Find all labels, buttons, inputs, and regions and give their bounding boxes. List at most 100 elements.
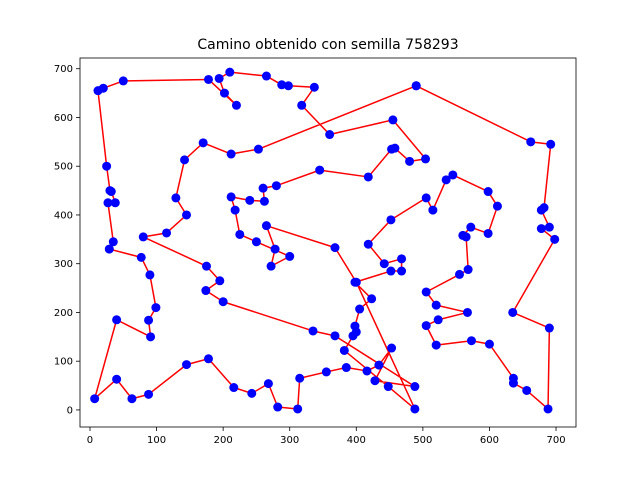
data-point bbox=[146, 332, 156, 342]
y-tick-label: 200 bbox=[54, 308, 73, 319]
data-point bbox=[550, 234, 560, 244]
data-point bbox=[330, 243, 340, 253]
data-point bbox=[118, 76, 128, 86]
data-point bbox=[214, 73, 224, 83]
data-point bbox=[339, 345, 349, 355]
data-point bbox=[151, 303, 161, 313]
data-point bbox=[405, 156, 415, 166]
data-point bbox=[202, 261, 211, 271]
data-point bbox=[355, 304, 365, 314]
data-point bbox=[218, 297, 228, 307]
x-tick-label: 400 bbox=[347, 435, 366, 446]
data-point bbox=[112, 315, 122, 325]
x-tick-label: 300 bbox=[280, 435, 299, 446]
data-point bbox=[458, 230, 468, 240]
data-point bbox=[283, 81, 293, 91]
data-point bbox=[110, 198, 120, 208]
data-point bbox=[144, 389, 154, 399]
data-point bbox=[203, 74, 213, 84]
data-point bbox=[433, 315, 443, 325]
data-point bbox=[295, 373, 305, 383]
data-point bbox=[226, 149, 236, 159]
data-point bbox=[441, 175, 451, 185]
data-point bbox=[230, 205, 240, 215]
data-point bbox=[431, 340, 441, 350]
data-point bbox=[379, 259, 389, 269]
data-point bbox=[321, 367, 331, 377]
data-point bbox=[421, 287, 431, 297]
data-point bbox=[219, 88, 229, 98]
data-point bbox=[215, 276, 225, 286]
data-point bbox=[127, 394, 137, 404]
data-point bbox=[231, 100, 241, 110]
y-tick-label: 600 bbox=[54, 113, 73, 124]
data-point bbox=[259, 196, 269, 206]
data-point bbox=[390, 143, 400, 153]
data-point bbox=[102, 161, 112, 171]
data-point bbox=[308, 326, 318, 336]
y-tick-label: 500 bbox=[54, 162, 73, 173]
data-point bbox=[112, 374, 122, 384]
data-point bbox=[325, 130, 335, 140]
data-point bbox=[367, 294, 377, 304]
data-point bbox=[546, 139, 556, 149]
data-point bbox=[182, 360, 192, 370]
data-point bbox=[273, 402, 283, 412]
data-point bbox=[348, 331, 358, 341]
data-point bbox=[387, 343, 397, 353]
x-tick-label: 0 bbox=[87, 435, 93, 446]
data-point bbox=[203, 354, 213, 364]
data-point bbox=[362, 366, 372, 376]
data-point bbox=[330, 331, 340, 341]
data-point bbox=[106, 187, 116, 197]
data-point bbox=[536, 205, 546, 215]
data-point bbox=[138, 232, 148, 242]
data-point bbox=[462, 307, 472, 317]
data-point bbox=[104, 244, 114, 254]
data-point bbox=[93, 86, 103, 96]
data-point bbox=[508, 307, 518, 317]
data-point bbox=[374, 360, 384, 370]
data-point bbox=[261, 221, 271, 231]
data-point bbox=[522, 385, 532, 395]
data-point bbox=[363, 172, 373, 182]
data-point bbox=[386, 266, 396, 276]
data-point bbox=[492, 201, 502, 211]
data-point bbox=[245, 195, 255, 205]
data-point bbox=[90, 394, 100, 404]
data-point bbox=[431, 300, 441, 310]
data-point bbox=[448, 170, 458, 180]
data-point bbox=[266, 261, 276, 271]
data-point bbox=[247, 388, 257, 398]
data-point bbox=[144, 315, 154, 325]
data-point bbox=[171, 193, 181, 203]
data-point bbox=[251, 237, 261, 247]
data-point bbox=[463, 265, 473, 275]
x-tick-label: 700 bbox=[546, 435, 565, 446]
data-point bbox=[386, 215, 396, 225]
data-point bbox=[544, 222, 554, 232]
data-point bbox=[277, 80, 287, 90]
data-point bbox=[410, 404, 420, 414]
x-tick-label: 600 bbox=[480, 435, 499, 446]
y-tick-label: 0 bbox=[67, 405, 73, 416]
data-point bbox=[309, 82, 319, 92]
data-point bbox=[258, 183, 268, 193]
data-point bbox=[145, 270, 155, 280]
y-tick-label: 300 bbox=[54, 259, 73, 270]
data-point bbox=[421, 321, 431, 331]
data-point bbox=[397, 266, 407, 276]
data-point bbox=[253, 144, 263, 154]
data-point bbox=[526, 137, 536, 147]
data-point bbox=[293, 404, 303, 414]
y-tick-label: 400 bbox=[54, 210, 73, 221]
data-point bbox=[536, 224, 546, 234]
data-point bbox=[421, 154, 431, 164]
data-point bbox=[315, 165, 325, 175]
data-point bbox=[484, 339, 494, 349]
data-point bbox=[201, 286, 211, 296]
data-point bbox=[363, 239, 373, 249]
data-point bbox=[270, 244, 280, 254]
data-point bbox=[226, 192, 236, 202]
data-point bbox=[341, 363, 351, 373]
